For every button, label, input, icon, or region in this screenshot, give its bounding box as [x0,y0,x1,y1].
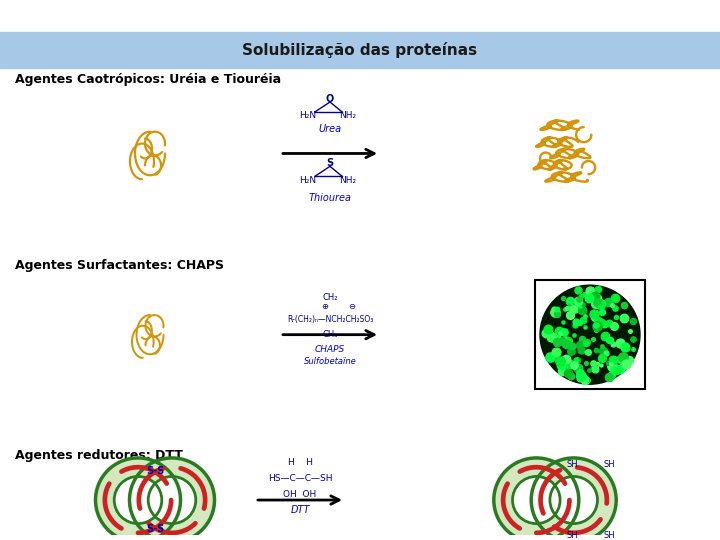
Text: Solubilização das proteínas: Solubilização das proteínas [243,42,477,58]
Text: OH  OH: OH OH [284,490,317,498]
Text: O: O [326,94,334,104]
Text: CHAPS: CHAPS [315,345,345,354]
Text: DTT: DTT [290,505,310,515]
Text: SH: SH [604,460,616,469]
Text: NH₂: NH₂ [339,111,356,120]
Text: SH: SH [604,531,616,540]
Text: ⊕: ⊕ [322,302,328,312]
Text: Urea: Urea [318,124,341,134]
Text: S-S: S-S [146,524,164,535]
Text: NH₂: NH₂ [339,176,356,185]
Bar [535,280,645,389]
Circle shape [550,476,598,524]
Circle shape [114,476,162,524]
Circle shape [540,285,640,384]
Circle shape [494,458,579,540]
Text: Agentes Caotrópicos: Uréia e Tiouréia: Agentes Caotrópicos: Uréia e Tiouréia [15,73,281,86]
Text: H₂N: H₂N [300,176,317,185]
Text: H₂N: H₂N [300,111,317,120]
Text: Agentes redutores: DTT: Agentes redutores: DTT [15,449,183,462]
Text: Sulfobetaïne: Sulfobetaïne [304,357,356,366]
Text: SH: SH [567,460,578,469]
Text: R-(CH₂)ₙ—NCH₂CH₂SO₃: R-(CH₂)ₙ—NCH₂CH₂SO₃ [287,315,373,325]
Circle shape [148,476,196,524]
Circle shape [96,458,181,540]
Text: CH₂: CH₂ [323,293,338,301]
Text: ⊖: ⊖ [348,302,356,312]
Text: S: S [326,158,333,168]
Text: Thiourea: Thiourea [308,193,351,203]
Circle shape [130,458,215,540]
Text: H    H: H H [287,458,312,467]
Text: SH: SH [567,531,578,540]
Bar [0,32,720,69]
Text: S-S: S-S [146,465,164,476]
Circle shape [531,458,616,540]
Circle shape [513,476,560,524]
Text: Agentes Surfactantes: CHAPS: Agentes Surfactantes: CHAPS [15,259,224,272]
Text: HS—C—C—SH: HS—C—C—SH [268,474,332,483]
Text: CH₃: CH₃ [323,330,338,339]
